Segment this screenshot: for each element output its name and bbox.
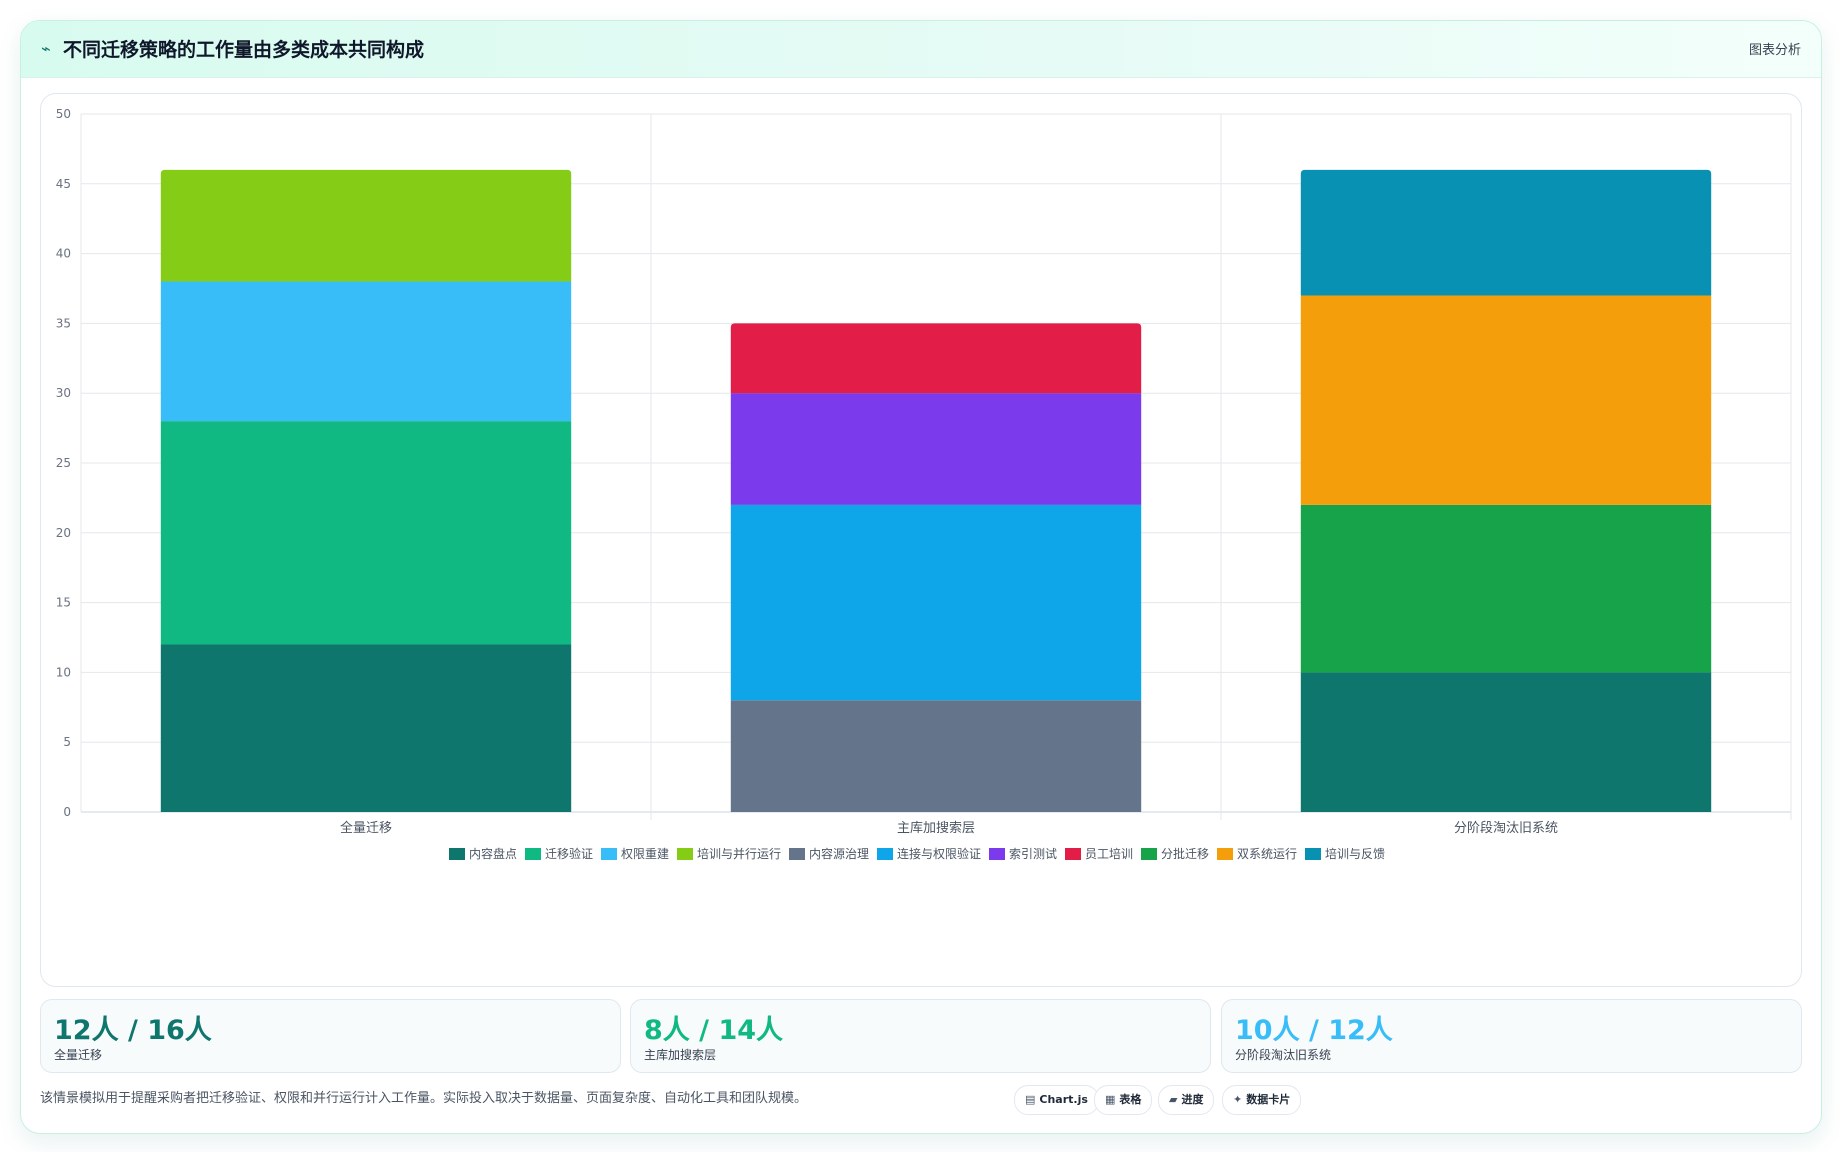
bar-segment: [730, 700, 1142, 812]
stat-value: 12人 / 16人: [54, 1015, 212, 1046]
legend-label: 双系统运行: [1237, 847, 1297, 861]
bar-segment: [730, 504, 1142, 701]
chip-label: Chart.js: [1039, 1093, 1088, 1106]
footer-note: 该情景模拟用于提醒采购者把迁移验证、权限和并行运行计入工作量。实际投入取决于数据…: [40, 1091, 808, 1106]
y-tick-label: 15: [56, 596, 71, 610]
y-tick-label: 20: [56, 526, 71, 540]
legend-label: 迁移验证: [545, 846, 593, 861]
bar-segment: [160, 644, 572, 812]
y-tick-label: 0: [63, 805, 71, 819]
chip-label: 表格: [1119, 1093, 1142, 1106]
bar-segment: [1300, 504, 1712, 673]
bar-segment: [1300, 169, 1712, 296]
y-tick-label: 30: [56, 386, 71, 400]
y-tick-label: 5: [63, 735, 71, 749]
bar-segment: [160, 281, 572, 422]
chip-chartjs[interactable]: ▤ Chart.js: [1014, 1085, 1099, 1115]
bar-segment: [1300, 672, 1712, 812]
chip-table[interactable]: ▦ 表格: [1094, 1085, 1153, 1115]
legend-label: 培训与并行运行: [697, 846, 781, 861]
legend-swatch: [1305, 848, 1321, 860]
y-tick-label: 10: [56, 665, 71, 679]
legend-swatch: [1217, 848, 1233, 860]
chart-analysis-link[interactable]: 图表分析: [1748, 43, 1801, 58]
legend-swatch: [877, 848, 893, 860]
y-tick-label: 25: [56, 456, 71, 470]
legend-swatch: [449, 848, 465, 860]
chip-label: 进度: [1181, 1093, 1204, 1106]
stat-card: 10人 / 12人 分阶段淘汰旧系统: [1221, 999, 1802, 1073]
y-tick-label: 50: [56, 107, 71, 121]
stats-row: 12人 / 16人 全量迁移 8人 / 14人 主库加搜索层 10人 / 12人…: [40, 999, 1802, 1073]
legend-label: 员工培训: [1085, 846, 1133, 861]
card-icon: ✦: [1233, 1093, 1243, 1106]
page-title: 不同迁移策略的工作量由多类成本共同构成: [63, 39, 425, 61]
bar-segment: [1300, 295, 1712, 505]
chart-card: 0 5 10 15 20 25 30 35 40 45 50 全量迁移 主库加搜索层 分阶段淘汰旧系统内容…: [40, 93, 1802, 987]
legend-label: 索引测试: [1009, 846, 1057, 861]
stat-card: 8人 / 14人 主库加搜索层: [630, 999, 1211, 1073]
stat-value: 8人 / 14人: [644, 1015, 784, 1046]
stat-card: 12人 / 16人 全量迁移: [40, 999, 621, 1073]
trend-icon: ⌁: [41, 39, 51, 58]
legend-swatch: [601, 848, 617, 860]
table-icon: ▦: [1105, 1093, 1116, 1106]
x-tick-label: 主库加搜索层: [897, 820, 975, 836]
legend-swatch: [1065, 848, 1081, 860]
stat-label: 全量迁移: [54, 1048, 103, 1062]
legend-swatch: [525, 848, 541, 860]
legend-swatch: [989, 848, 1005, 860]
bar-segment: [730, 393, 1142, 505]
panel-header: ⌁ 不同迁移策略的工作量由多类成本共同构成 图表分析: [21, 21, 1821, 78]
progress-icon: ▰: [1169, 1093, 1178, 1106]
legend-label: 内容盘点: [469, 846, 517, 861]
legend-label: 培训与反馈: [1325, 846, 1385, 861]
legend-swatch: [677, 848, 693, 860]
legend-label: 连接与权限验证: [897, 846, 981, 861]
bar-segment: [730, 323, 1142, 394]
x-tick-label: 分阶段淘汰旧系统: [1454, 821, 1558, 836]
y-tick-label: 45: [56, 177, 71, 191]
legend-label: 权限重建: [621, 847, 669, 861]
stacked-bar-chart: 0 5 10 15 20 25 30 35 40 45 50 全量迁移 主库加搜索层 分阶段淘汰旧系统内容…: [56, 107, 1792, 861]
stat-label: 分阶段淘汰旧系统: [1235, 1048, 1332, 1062]
legend-swatch: [789, 848, 805, 860]
chip-progress[interactable]: ▰ 进度: [1158, 1085, 1215, 1115]
y-tick-label: 35: [56, 316, 71, 330]
bar-segment: [160, 421, 572, 645]
stat-value: 10人 / 12人: [1235, 1015, 1393, 1046]
chip-data-card[interactable]: ✦ 数据卡片: [1222, 1085, 1302, 1115]
stat-label: 主库加搜索层: [644, 1048, 717, 1062]
chart-panel: ⌁ 不同迁移策略的工作量由多类成本共同构成 图表分析 0 5 10 15 20 25 30 3…: [20, 20, 1822, 1134]
chip-label: 数据卡片: [1246, 1093, 1291, 1106]
x-tick-label: 全量迁移: [340, 820, 392, 836]
bar-segment: [160, 169, 572, 282]
chart-icon: ▤: [1025, 1093, 1036, 1106]
legend-swatch: [1141, 848, 1157, 860]
legend-label: 内容源治理: [809, 846, 869, 861]
y-tick-label: 40: [56, 247, 71, 261]
legend-label: 分批迁移: [1161, 846, 1209, 861]
